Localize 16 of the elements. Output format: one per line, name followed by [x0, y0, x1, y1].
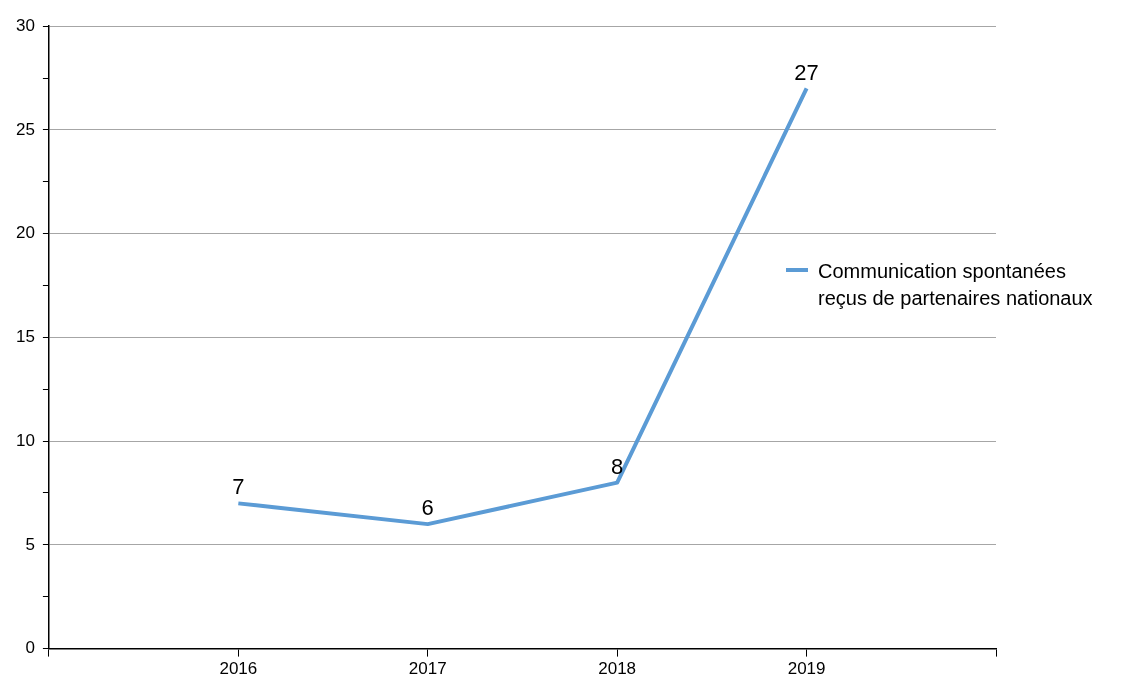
data-label: 27 [794, 59, 819, 85]
y-tick-label: 20 [15, 223, 35, 243]
x-tick-label: 2018 [598, 659, 637, 679]
y-tick-label: 30 [15, 15, 35, 35]
y-tick-label: 0 [25, 638, 35, 658]
data-label: 8 [611, 453, 624, 479]
x-tick-label: 2019 [787, 659, 826, 679]
y-tick-label: 5 [25, 534, 35, 554]
y-tick-label: 25 [15, 119, 35, 139]
x-tick-label: 2017 [408, 659, 447, 679]
data-label: 7 [232, 474, 245, 500]
y-tick-label: 15 [15, 327, 35, 347]
y-tick-label: 10 [15, 430, 35, 450]
x-tick-label: 2016 [219, 659, 258, 679]
legend-label: Communication spontanées reçus de partenaires nationaux [818, 259, 1094, 311]
data-label: 6 [421, 495, 434, 521]
